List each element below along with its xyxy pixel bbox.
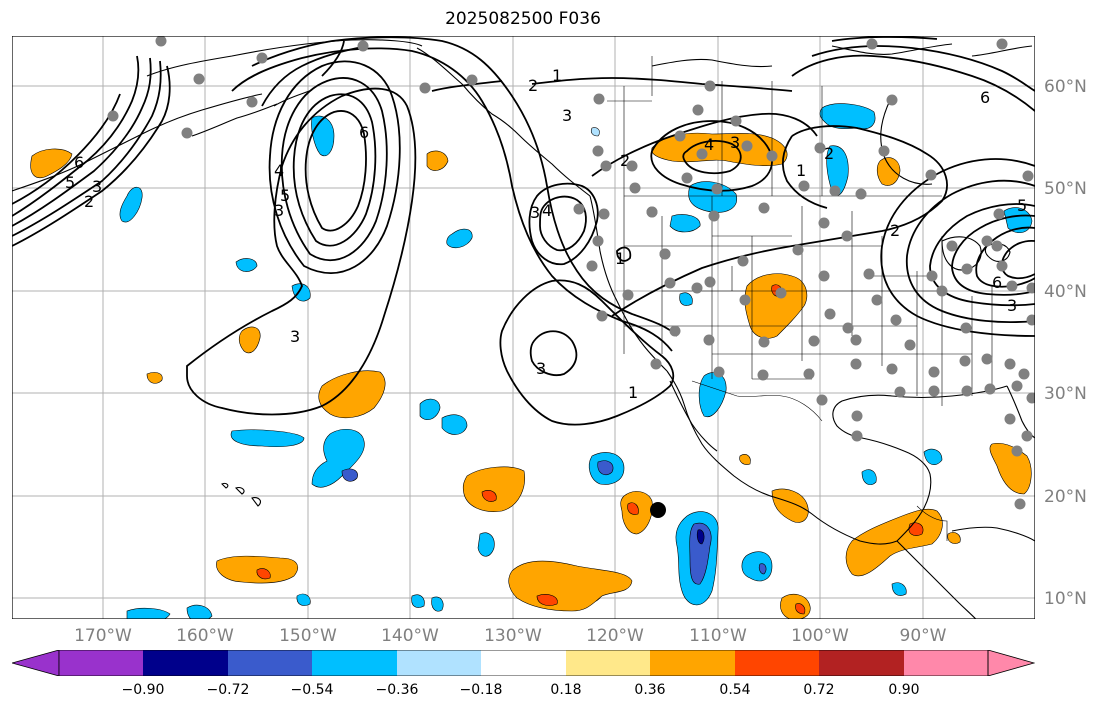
lon-label: 170°W <box>74 626 132 646</box>
contour-label: 2 <box>824 144 834 163</box>
coastlines <box>12 39 1035 619</box>
contour-label: 3 <box>562 106 572 125</box>
colorbar-segment <box>735 650 819 676</box>
contour-label: 3 <box>730 133 740 152</box>
colorbar-segment <box>59 650 143 676</box>
lon-label: 90°W <box>899 626 947 646</box>
map-title: 2025082500 F036 <box>445 9 601 29</box>
colorbar-segment <box>143 650 228 676</box>
contour-label: 1 <box>615 249 625 268</box>
contour-label: 6 <box>980 88 990 107</box>
storm-center-marker <box>650 502 666 518</box>
contour-label: 3 <box>274 201 284 220</box>
colorbar-min-arrow <box>12 650 60 676</box>
contour-label: 1 <box>628 383 638 402</box>
contour-label: 4 <box>274 161 284 180</box>
colorbar-segment <box>228 650 312 676</box>
contour-label: 4 <box>704 135 714 154</box>
contour-label: 3 <box>92 177 102 196</box>
colorbar-segment <box>566 650 650 676</box>
lon-label: 110°W <box>689 626 747 646</box>
contour-label: 5 <box>280 186 290 205</box>
contour-label: 1 <box>552 66 562 85</box>
lat-label: 50°N <box>1044 179 1087 199</box>
contour-label: 2 <box>528 76 538 95</box>
colorbar-segment <box>819 650 904 676</box>
lon-label: 120°W <box>586 626 644 646</box>
colorbar <box>12 650 1035 676</box>
lon-label: 150°W <box>279 626 337 646</box>
colorbar-tick: −0.90 <box>121 682 165 698</box>
weather-map: 6 5 3 2 6 4 5 3 3 2 1 3 3 4 1 3 1 2 4 3 … <box>12 36 1035 619</box>
colorbar-segment <box>397 650 481 676</box>
colorbar-tick: −0.36 <box>375 682 419 698</box>
contour-label: 1 <box>796 161 806 180</box>
lon-label: 100°W <box>791 626 849 646</box>
colorbar-tick: −0.18 <box>459 682 503 698</box>
lat-label: 40°N <box>1044 282 1087 302</box>
lat-label: 20°N <box>1044 487 1087 507</box>
contour-lines <box>12 36 1035 426</box>
contour-label: 6 <box>359 123 369 142</box>
contour-label: 2 <box>620 151 630 170</box>
colorbar-segment <box>904 650 988 676</box>
contour-label: 3 <box>290 327 300 346</box>
lat-label: 30°N <box>1044 384 1087 404</box>
colorbar-tick: 0.36 <box>634 682 666 698</box>
colorbar-tick: −0.72 <box>206 682 250 698</box>
colorbar-max-arrow <box>987 650 1035 676</box>
contour-label: 3 <box>1007 296 1017 315</box>
contour-label: 3 <box>536 359 546 378</box>
contour-labels: 6 5 3 2 6 4 5 3 3 2 1 3 3 4 1 3 1 2 4 3 … <box>65 66 1035 402</box>
station-dots <box>107 36 1035 510</box>
contour-label: 2 <box>890 221 900 240</box>
lat-label: 60°N <box>1044 77 1087 97</box>
lon-label: 130°W <box>484 626 542 646</box>
contour-label: 6 <box>74 153 84 172</box>
contour-label: 5 <box>65 173 75 192</box>
contour-label: 6 <box>992 273 1002 292</box>
graticule <box>12 36 1035 619</box>
colorbar-tick: −0.54 <box>290 682 334 698</box>
lon-label: 160°W <box>176 626 234 646</box>
contour-label: 2 <box>84 192 94 211</box>
political-borders <box>607 56 993 541</box>
colorbar-tick: 0.18 <box>550 682 582 698</box>
lat-label: 10°N <box>1044 589 1087 609</box>
colorbar-tick: 0.54 <box>719 682 751 698</box>
contour-label: 4 <box>542 201 552 220</box>
contour-label: 5 <box>1017 196 1027 215</box>
contour-label: 3 <box>530 203 540 222</box>
colorbar-tick: 0.72 <box>803 682 835 698</box>
colorbar-segment <box>481 650 566 676</box>
colorbar-tick: 0.90 <box>888 682 920 698</box>
colorbar-segment <box>650 650 735 676</box>
colorbar-segment <box>312 650 397 676</box>
lon-label: 140°W <box>381 626 439 646</box>
